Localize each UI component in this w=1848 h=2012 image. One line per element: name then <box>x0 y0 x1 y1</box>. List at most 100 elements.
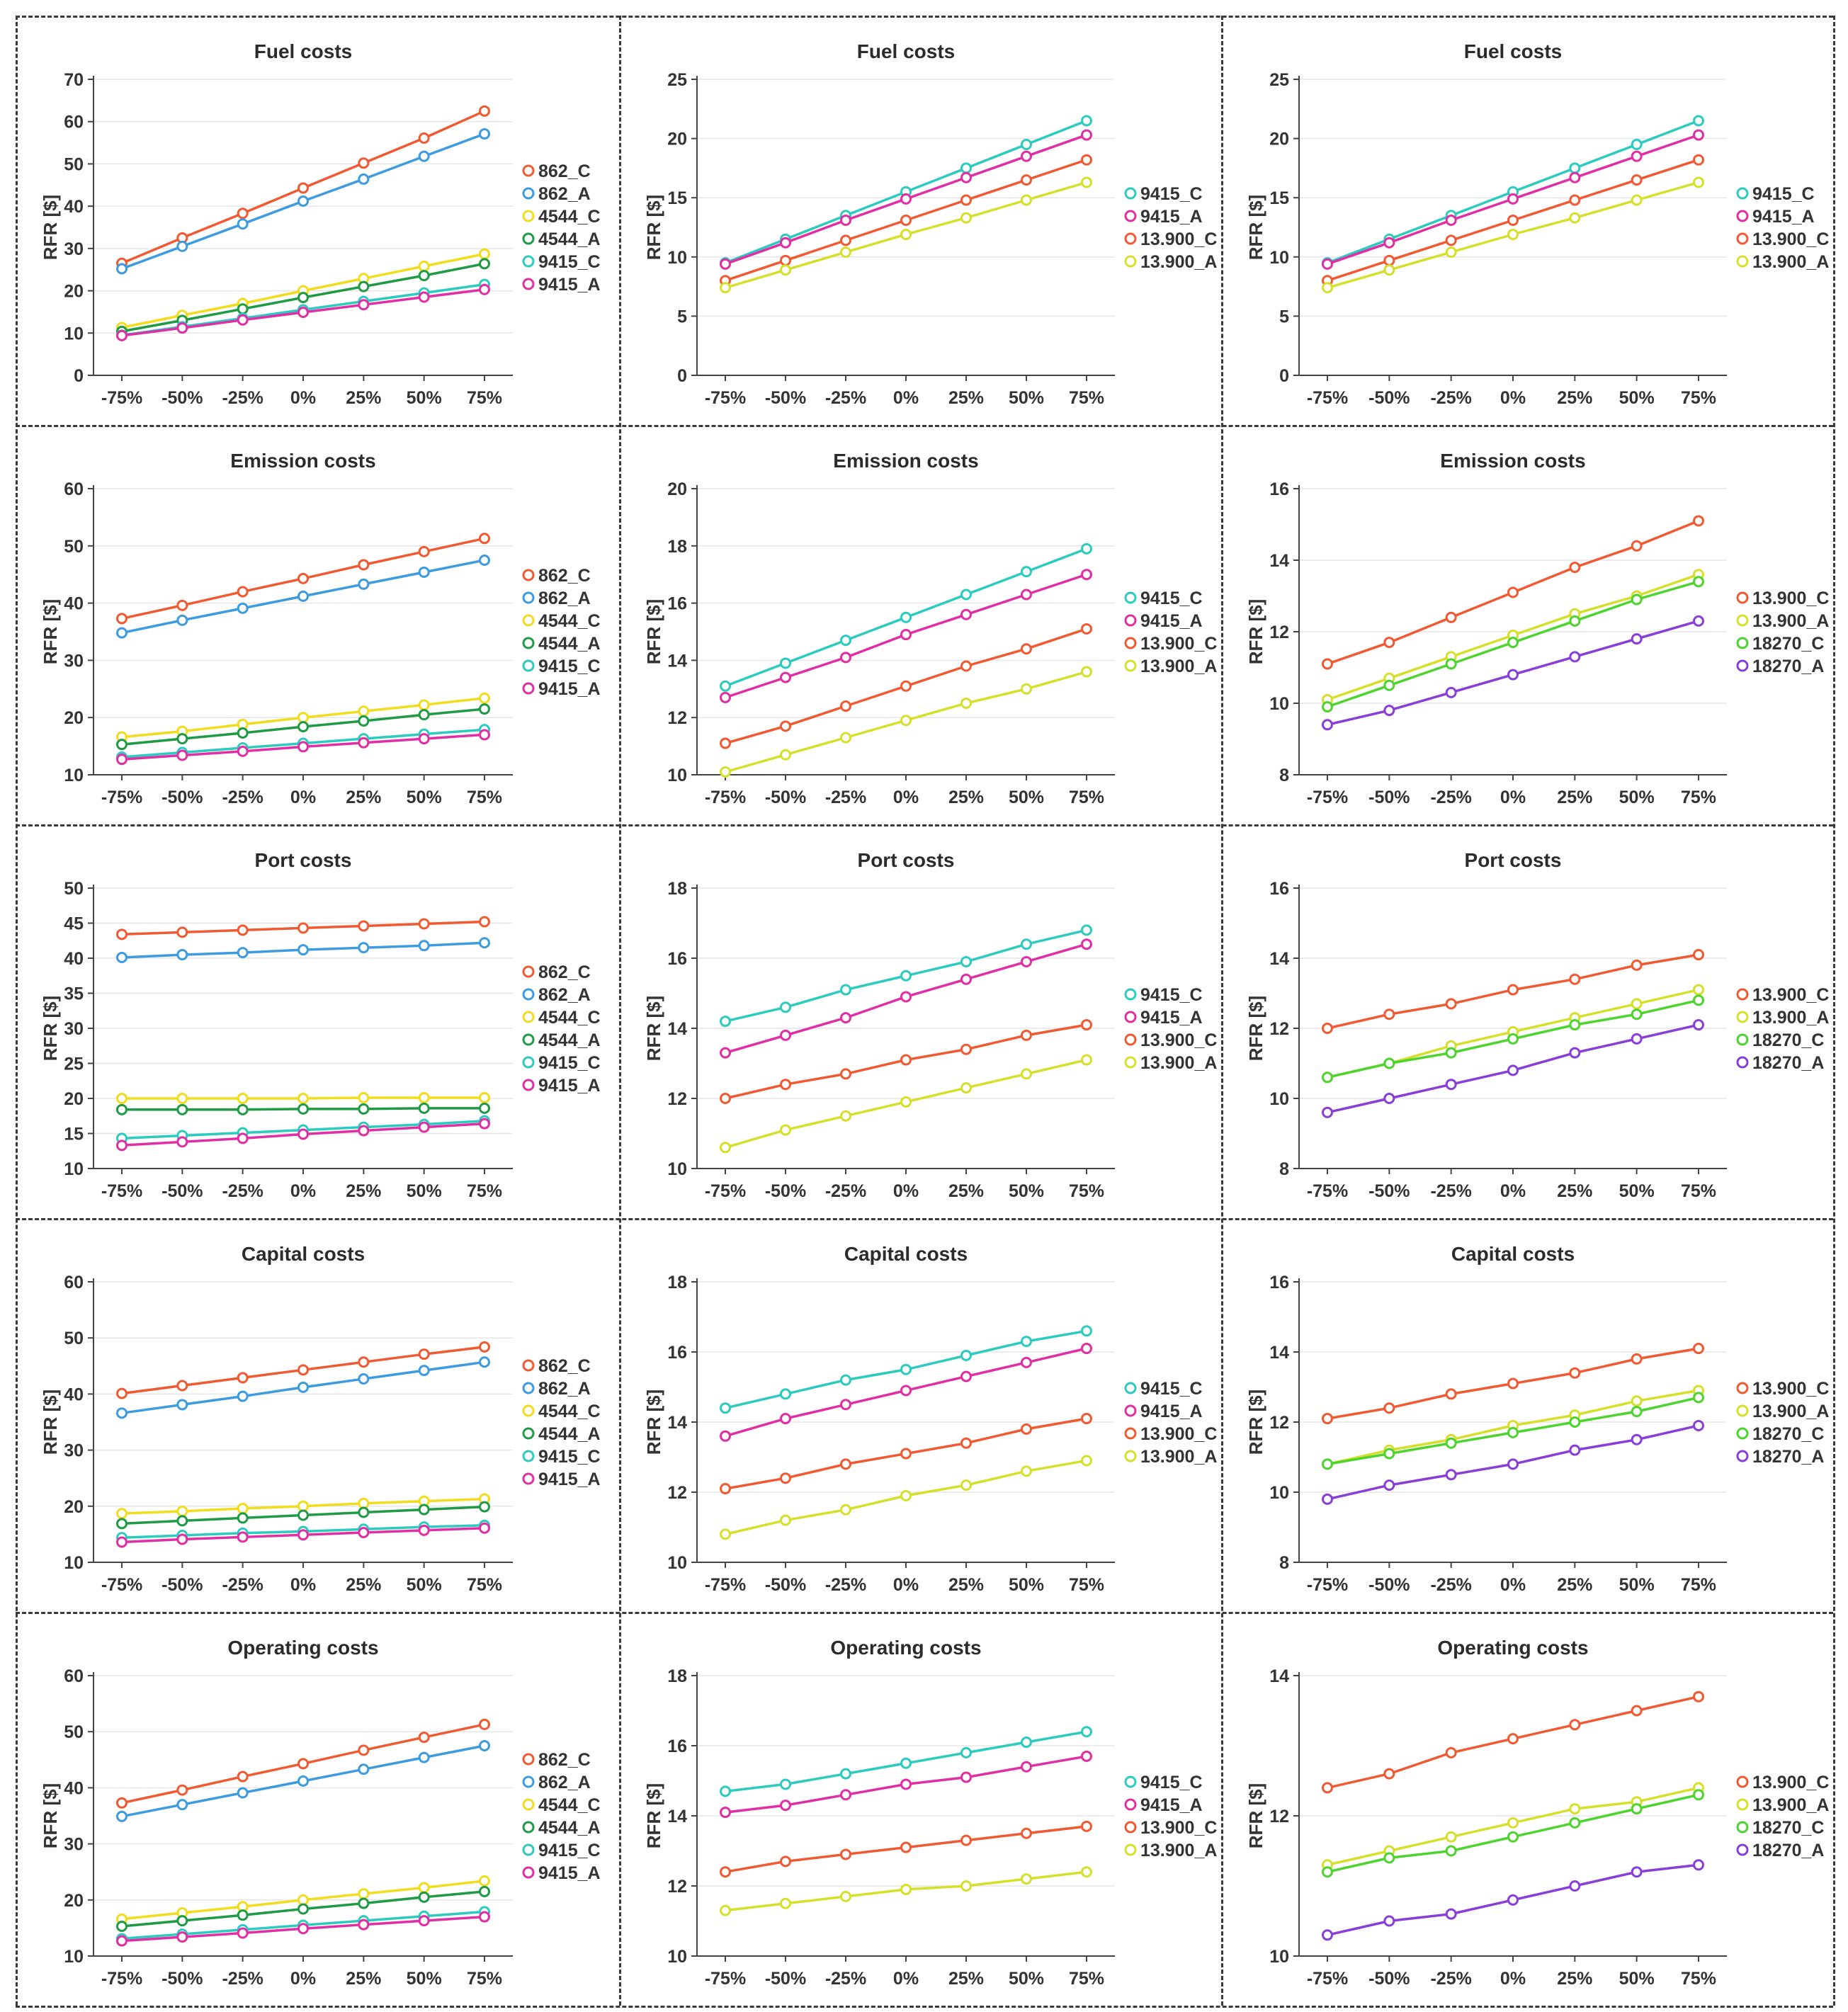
legend-marker-862_A <box>522 591 535 604</box>
data-point-9415_A <box>418 1524 430 1536</box>
legend-marker-13.900_C <box>1124 232 1137 245</box>
data-point-13.900_A <box>1021 1873 1032 1885</box>
x-tick-label: -75% <box>101 1181 142 1201</box>
legend-label: 13.900_C <box>1140 1424 1217 1444</box>
data-point-9415_C <box>900 1363 912 1375</box>
legend-label: 4544_C <box>538 207 601 227</box>
data-point-9415_A <box>780 1029 791 1041</box>
data-point-13.900_C <box>1569 194 1581 206</box>
data-point-9415_A <box>1693 129 1704 141</box>
x-tick-label: -25% <box>222 1575 263 1595</box>
data-point-9415_A <box>1021 1761 1032 1773</box>
data-point-9415_A <box>176 1931 188 1943</box>
data-point-13.900_A <box>1081 666 1092 678</box>
data-point-9415_A <box>900 1385 912 1397</box>
y-tick-label: 45 <box>64 914 84 934</box>
x-tick-label: 50% <box>1009 1969 1044 1989</box>
data-point-4544_C <box>418 1092 430 1104</box>
data-point-9415_C <box>720 1785 731 1797</box>
data-point-13.900_C <box>1081 623 1092 635</box>
chart-title: Emission costs <box>833 450 978 472</box>
x-tick-label: 25% <box>948 788 984 807</box>
x-tick-label: 0% <box>1500 388 1526 408</box>
data-point-9415_A <box>1383 237 1395 249</box>
data-point-13.900_C <box>840 1068 851 1080</box>
data-point-862_A <box>176 1799 188 1811</box>
x-tick-label: 0% <box>1500 1181 1526 1201</box>
legend-label: 13.900_C <box>1140 634 1217 654</box>
data-point-862_C <box>358 920 370 932</box>
y-axis-label: RFR [$] <box>40 1389 61 1455</box>
legend-marker-9415_C <box>1124 1775 1137 1788</box>
data-point-18270_A <box>1507 1894 1519 1906</box>
data-point-9415_C <box>1081 924 1092 936</box>
data-point-18270_C <box>1631 1406 1643 1418</box>
data-point-4544_A <box>176 733 188 745</box>
data-point-18270_C <box>1322 701 1333 713</box>
data-point-13.900_C <box>1021 174 1032 186</box>
data-point-9415_A <box>1322 258 1333 270</box>
data-point-13.900_A <box>840 1890 851 1902</box>
data-point-9415_C <box>1021 1737 1032 1749</box>
data-point-13.900_C <box>1693 154 1704 166</box>
data-point-18270_C <box>1445 658 1457 670</box>
data-point-9415_A <box>176 1533 188 1545</box>
legend-marker-9415_C <box>522 659 535 672</box>
data-point-13.900_C <box>1081 1413 1092 1425</box>
data-point-4544_C <box>358 1497 370 1509</box>
data-point-13.900_C <box>1081 1019 1092 1031</box>
data-point-9415_A <box>176 1136 188 1148</box>
data-point-9415_A <box>176 749 188 761</box>
x-tick-label: 25% <box>948 1181 984 1201</box>
legend-label: 9415_C <box>1140 1379 1203 1399</box>
data-point-9415_C <box>720 1402 731 1414</box>
x-tick-label: 50% <box>1619 1181 1655 1201</box>
data-point-9415_A <box>1445 214 1457 226</box>
legend-label: 862_A <box>538 1379 591 1399</box>
chart-svg: Operating costs 10 12 14 -75% -50% -25% 0% 25% 50… <box>1245 1637 1829 1989</box>
x-tick-label: 75% <box>1069 1969 1104 1989</box>
data-point-862_A <box>297 1381 309 1393</box>
y-tick-label: 40 <box>64 1778 84 1798</box>
data-point-9415_A <box>297 741 309 753</box>
data-point-18270_A <box>1569 1047 1581 1059</box>
grid-divider-vertical-0 <box>16 16 18 2006</box>
legend-label: 9415_C <box>538 1447 601 1467</box>
data-point-13.900_A <box>840 246 851 258</box>
data-point-4544_A <box>418 1504 430 1516</box>
data-point-862_C <box>418 132 430 144</box>
data-point-862_C <box>176 1380 188 1392</box>
data-point-4544_A <box>237 1909 249 1921</box>
legend-label: 9415_A <box>538 1863 601 1883</box>
y-axis-label: RFR [$] <box>643 195 664 260</box>
data-point-9415_A <box>780 1800 791 1812</box>
chart-svg: Capital costs 10 20 30 40 50 60 -75% -50% -25% 0% 2… <box>40 1243 601 1595</box>
legend-label: 9415_C <box>1140 589 1203 608</box>
y-tick-label: 25 <box>64 1055 84 1074</box>
chart-title: Operating costs <box>1437 1637 1588 1659</box>
legend-label: 18270_C <box>1752 634 1824 654</box>
data-point-18270_C <box>1631 593 1643 606</box>
data-point-13.900_A <box>720 766 731 778</box>
legend-marker-13.900_A <box>1124 1450 1137 1462</box>
y-tick-label: 20 <box>64 1089 84 1109</box>
data-point-4544_C <box>479 692 490 704</box>
data-point-18270_A <box>1507 1458 1519 1470</box>
chart-title: Capital costs <box>242 1243 365 1265</box>
x-tick-label: 25% <box>1557 1969 1592 1989</box>
x-tick-label: 75% <box>467 1969 502 1989</box>
data-point-862_A <box>297 944 309 956</box>
data-point-18270_C <box>1693 994 1704 1006</box>
data-point-9415_A <box>297 1923 309 1935</box>
x-tick-label: -75% <box>101 1575 142 1595</box>
data-point-13.900_C <box>960 1437 972 1449</box>
data-point-13.900_C <box>1445 998 1457 1010</box>
y-tick-label: 60 <box>64 1273 84 1292</box>
data-point-9415_A <box>418 291 430 303</box>
x-tick-label: -75% <box>705 788 746 807</box>
data-point-18270_C <box>1445 1437 1457 1449</box>
legend-label: 13.900_A <box>1140 1447 1217 1467</box>
legend-marker-4544_C <box>522 1011 535 1023</box>
chart-title: Operating costs <box>227 1637 378 1659</box>
data-point-862_C <box>176 599 188 611</box>
